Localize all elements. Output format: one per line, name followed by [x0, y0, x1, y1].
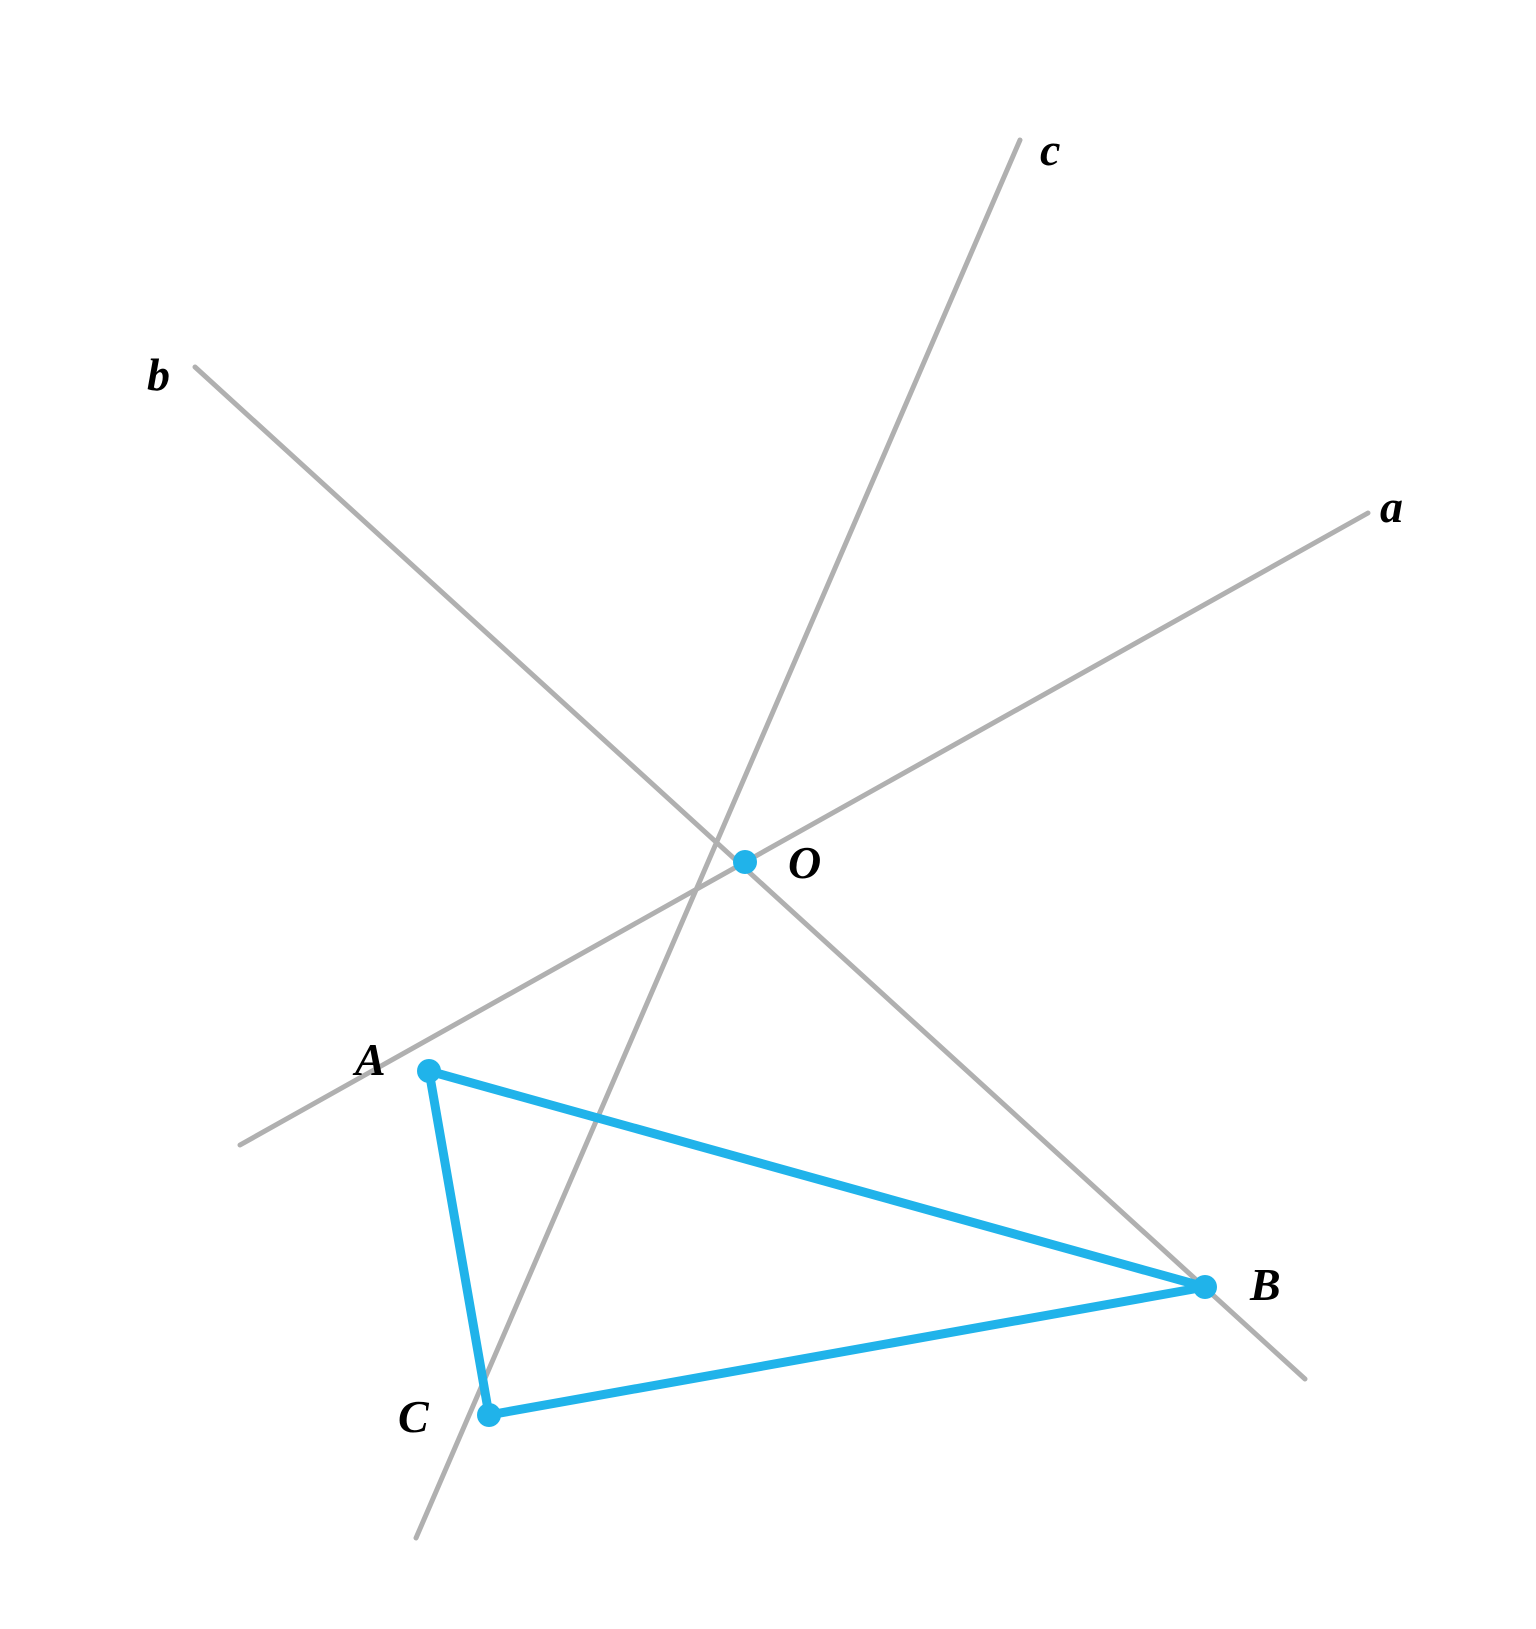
point-b	[1193, 1275, 1217, 1299]
label-point-b: B	[1249, 1259, 1281, 1310]
label-point-c: C	[398, 1391, 430, 1442]
geometry-diagram: O A B Ca b c	[0, 0, 1536, 1629]
point-o	[733, 850, 757, 874]
diagram-background	[0, 0, 1536, 1629]
label-point-a: A	[352, 1034, 386, 1085]
point-a	[417, 1059, 441, 1083]
label-line-a: a	[1380, 481, 1403, 532]
point-c	[477, 1403, 501, 1427]
label-point-o: O	[788, 837, 821, 888]
label-line-c: c	[1040, 124, 1060, 175]
label-line-b: b	[147, 349, 170, 400]
